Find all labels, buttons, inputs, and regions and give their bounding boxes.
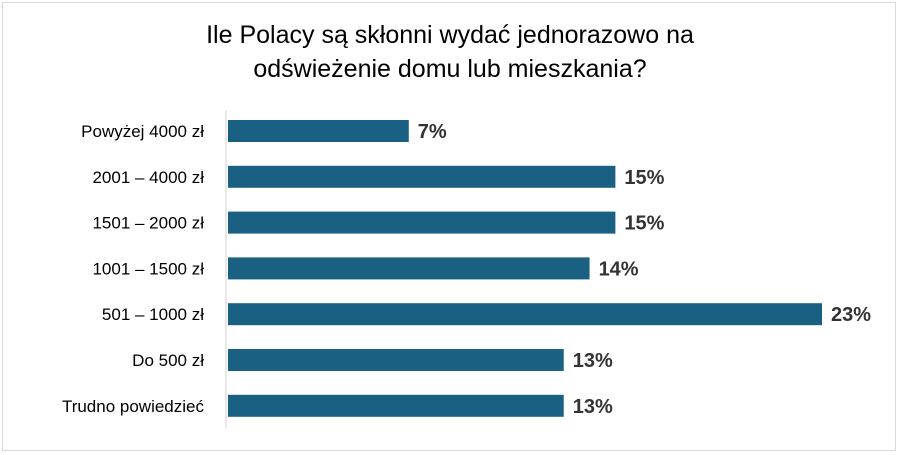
bar [228, 257, 590, 280]
value-label: 15% [624, 167, 664, 189]
bar [228, 165, 616, 188]
category-label: 1501 – 2000 zł [92, 214, 204, 233]
category-label: Do 500 zł [132, 351, 204, 370]
category-label: 1001 – 1500 zł [92, 259, 204, 278]
value-label: 13% [573, 396, 613, 418]
chart-title-line-2: odświeżenie domu lub mieszkania? [253, 55, 647, 83]
bar [228, 211, 616, 234]
bar [228, 303, 822, 326]
category-label: 501 – 1000 zł [102, 305, 204, 324]
value-label: 14% [599, 258, 639, 280]
value-label: 7% [418, 121, 447, 143]
bar [228, 349, 564, 371]
bar [228, 120, 409, 142]
value-label: 13% [573, 350, 613, 372]
chart-title: Ile Polacy są skłonni wydać jednorazowo … [0, 18, 900, 86]
bar [228, 394, 564, 417]
category-label: 2001 – 4000 zł [92, 168, 204, 187]
chart-title-line-1: Ile Polacy są skłonni wydać jednorazowo … [206, 21, 694, 49]
category-label: Powyżej 4000 zł [81, 122, 204, 141]
value-label: 23% [831, 304, 871, 326]
category-label: Trudno powiedzieć [62, 397, 205, 416]
value-label: 15% [624, 213, 664, 235]
